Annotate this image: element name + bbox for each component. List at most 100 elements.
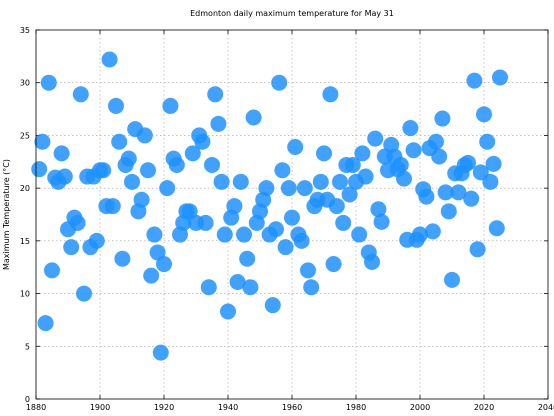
data-point [271,74,288,91]
data-point [492,69,508,86]
data-point [412,226,428,243]
data-point [114,250,131,267]
data-point [274,162,291,179]
data-point [156,256,172,273]
x-tick-label: 1940 [218,403,238,412]
data-point [284,209,300,226]
y-tick-label: 20 [20,184,30,193]
data-point [370,201,387,218]
y-tick-label: 35 [20,26,30,35]
data-point [40,74,57,91]
data-point [264,297,281,314]
data-point [482,173,499,190]
data-point [476,106,492,123]
data-point [56,168,73,185]
data-point [72,86,89,103]
data-point [236,226,252,243]
data-point [232,173,249,190]
data-point [108,97,124,114]
data-point [88,232,105,249]
data-point [216,226,233,243]
data-point [431,148,448,165]
data-points [31,51,508,361]
data-point [63,239,80,256]
data-point [280,180,297,197]
data-point [258,180,275,197]
data-point [146,226,163,243]
x-tick-label: 1900 [90,403,110,412]
data-point [133,191,150,208]
data-point [204,156,220,173]
data-point [428,133,444,150]
data-point [220,303,236,320]
x-tick-label: 2020 [474,403,494,412]
grid-lines [36,30,548,399]
data-point [405,142,422,159]
data-point [37,315,54,332]
data-point [450,184,467,201]
data-point [479,133,496,150]
data-point [69,214,86,231]
y-tick-label: 5 [25,342,30,351]
data-point [332,173,348,190]
data-point [344,156,361,173]
data-point [95,162,112,179]
data-point [364,253,380,270]
data-point [152,344,169,361]
data-point [200,279,217,296]
data-point [434,110,451,127]
data-point [341,186,358,203]
data-point [335,214,352,231]
data-point [210,115,227,132]
data-point [460,154,476,171]
data-point [277,239,294,256]
data-point [124,173,140,190]
data-point [444,271,460,288]
data-point [104,198,121,215]
data-point [392,156,409,173]
data-point [213,173,230,190]
data-point [207,86,224,103]
chart-title: Edmonton daily maximum temperature for M… [190,9,394,18]
x-tick-label: 1920 [154,403,174,412]
data-point [485,155,502,172]
data-point [312,173,329,190]
data-point [293,232,310,249]
data-point [159,180,176,197]
y-tick-label: 30 [20,79,30,88]
plot-frame [35,29,549,400]
data-point [268,221,284,238]
data-point [354,145,371,162]
data-point [488,220,505,237]
data-point [357,168,374,185]
data-point [424,223,441,240]
data-point [226,198,243,215]
data-point [197,214,214,231]
data-point [239,250,256,267]
data-point [437,184,454,201]
data-point [367,130,384,147]
data-point [300,262,316,279]
data-point [351,226,368,243]
y-axis-label: Maximum Temperature (°C) [2,159,11,270]
data-point [162,97,179,114]
data-point [469,241,486,258]
data-point [101,51,118,68]
y-tick-label: 15 [20,237,30,246]
y-tick-label: 0 [25,395,30,404]
data-point [440,203,457,220]
data-point [325,256,342,273]
data-point [316,145,332,162]
data-point [396,170,412,187]
data-point [373,213,390,230]
data-point [111,133,128,150]
data-point [143,267,160,284]
data-point [44,262,60,279]
x-tick-label: 1880 [26,403,46,412]
data-point [168,156,185,173]
data-point [303,279,320,296]
data-point [76,285,92,302]
data-point [418,188,435,205]
